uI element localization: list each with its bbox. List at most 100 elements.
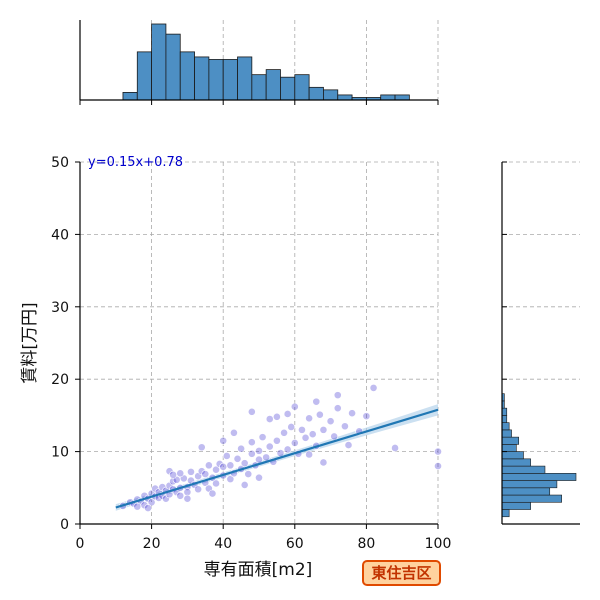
- y-tick-label: 40: [51, 227, 69, 243]
- data-point: [333, 391, 342, 400]
- top-hist-bar: [122, 92, 138, 101]
- data-point: [240, 459, 249, 468]
- data-point: [176, 491, 185, 500]
- data-point: [276, 449, 285, 457]
- data-point: [212, 465, 220, 474]
- right-hist-bar: [501, 458, 531, 467]
- top-hist-bar: [394, 94, 410, 101]
- data-point: [183, 488, 192, 497]
- top-hist-bar: [337, 94, 353, 101]
- data-point: [183, 494, 192, 503]
- data-point: [201, 470, 210, 478]
- data-point: [283, 410, 292, 418]
- data-point: [319, 425, 328, 434]
- data-point: [233, 454, 242, 463]
- regression-equation: y=0.15x+0.78: [88, 155, 183, 170]
- data-point: [247, 407, 256, 416]
- top-hist-bar: [380, 94, 396, 101]
- x-tick-label: 80: [357, 536, 375, 552]
- x-tick-label: 20: [143, 536, 161, 552]
- right-hist-bar: [501, 494, 562, 503]
- top-hist-bar: [265, 69, 281, 101]
- top-hist-bar: [222, 59, 238, 101]
- data-point: [219, 436, 228, 445]
- data-point: [226, 475, 235, 484]
- data-point: [319, 458, 328, 467]
- top-histogram: [79, 20, 439, 105]
- y-axis-label: 賃料[万円]: [20, 302, 40, 383]
- data-point: [226, 461, 235, 470]
- top-hist-bar: [208, 59, 224, 101]
- right-hist-bar: [501, 429, 512, 438]
- data-point: [272, 436, 281, 445]
- right-hist-bar: [501, 407, 508, 416]
- data-point: [237, 444, 245, 453]
- data-point: [391, 444, 399, 452]
- right-hist-bar: [501, 451, 524, 460]
- data-point: [283, 445, 292, 454]
- x-tick-label: 60: [286, 536, 304, 552]
- data-point: [147, 498, 156, 507]
- top-hist-bar: [280, 76, 296, 101]
- data-point: [247, 449, 256, 458]
- data-point: [240, 481, 249, 489]
- data-point: [362, 412, 371, 421]
- top-hist-bar: [165, 33, 181, 101]
- data-point: [222, 452, 231, 460]
- data-point: [272, 412, 281, 421]
- data-point: [219, 462, 228, 471]
- data-point: [341, 422, 349, 431]
- data-point: [348, 409, 356, 418]
- top-hist-bar: [237, 56, 253, 101]
- right-hist-bar: [501, 487, 551, 496]
- data-point: [290, 439, 299, 447]
- data-point: [287, 423, 296, 431]
- right-hist-bar: [501, 444, 517, 452]
- right-hist-bar: [501, 422, 510, 431]
- data-point: [330, 432, 339, 441]
- right-hist-bar: [501, 501, 531, 510]
- data-point: [187, 467, 195, 476]
- data-point: [169, 470, 177, 479]
- data-point: [434, 462, 442, 470]
- regression-line-group: [115, 408, 439, 509]
- top-hist-bar: [151, 23, 167, 101]
- top-hist-bar: [323, 89, 339, 101]
- data-point: [315, 410, 324, 419]
- data-point: [194, 485, 203, 494]
- data-point: [344, 441, 353, 449]
- data-point: [133, 502, 142, 511]
- data-point: [434, 447, 442, 456]
- data-point: [305, 414, 314, 423]
- data-point: [247, 438, 256, 447]
- data-point: [290, 402, 299, 411]
- y-tick-label: 20: [51, 372, 69, 388]
- data-point: [265, 442, 274, 451]
- x-tick-label: 100: [425, 536, 452, 552]
- data-point: [326, 417, 335, 426]
- main-grid: [79, 161, 439, 525]
- y-tick-label: 50: [51, 155, 69, 171]
- data-point: [262, 453, 271, 462]
- data-point: [255, 473, 263, 482]
- data-point: [176, 469, 185, 478]
- district-badge: 東住吉区: [362, 560, 441, 586]
- y-tick-label: 0: [60, 517, 69, 533]
- data-point: [308, 430, 317, 439]
- data-point: [265, 415, 274, 423]
- data-point: [255, 446, 263, 455]
- right-hist-bar: [501, 415, 508, 423]
- data-point: [197, 443, 206, 452]
- data-point: [144, 504, 152, 512]
- x-axis-label: 専有面積[m2]: [204, 560, 313, 580]
- data-point: [212, 479, 220, 488]
- y-tick-label: 10: [51, 445, 69, 461]
- right-hist-bar: [501, 473, 577, 481]
- top-hist-bar: [136, 51, 152, 101]
- right-histogram: [501, 161, 580, 525]
- right-hist-bar: [501, 465, 546, 474]
- y-tick-label: 30: [51, 300, 69, 316]
- data-point: [230, 428, 238, 437]
- x-tick-label: 0: [76, 536, 85, 552]
